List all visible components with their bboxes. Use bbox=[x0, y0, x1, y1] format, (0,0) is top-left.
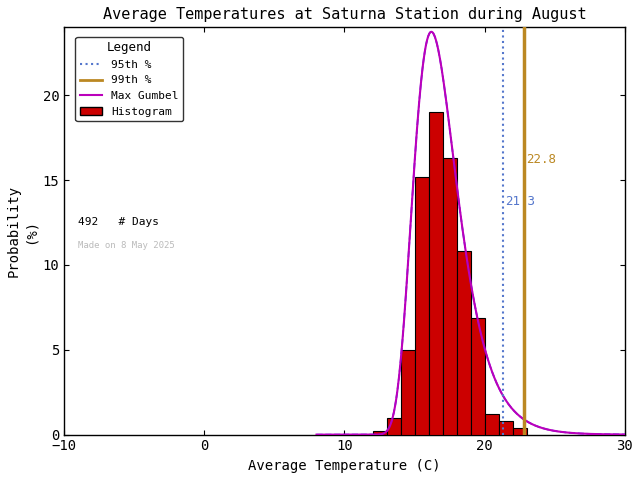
Text: 492   # Days: 492 # Days bbox=[78, 216, 159, 227]
Line: Max Gumbel: Max Gumbel bbox=[316, 32, 640, 434]
X-axis label: Average Temperature (C): Average Temperature (C) bbox=[248, 459, 441, 473]
Bar bbox=[372, 431, 387, 434]
Bar bbox=[415, 177, 429, 434]
Text: 21.3: 21.3 bbox=[505, 195, 535, 208]
Text: 22.8: 22.8 bbox=[526, 153, 556, 166]
Bar bbox=[401, 350, 415, 434]
Max Gumbel bbox=[428, 29, 435, 35]
Bar bbox=[470, 318, 484, 434]
Max Gumbel bbox=[511, 409, 519, 415]
Text: Made on 8 May 2025: Made on 8 May 2025 bbox=[78, 241, 175, 250]
Legend: 95th %, 99th %, Max Gumbel, Histogram: 95th %, 99th %, Max Gumbel, Histogram bbox=[76, 37, 183, 121]
Bar bbox=[387, 418, 401, 434]
Bar bbox=[456, 252, 470, 434]
Bar bbox=[499, 421, 513, 434]
Bar bbox=[429, 112, 443, 434]
Max Gumbel bbox=[538, 425, 545, 431]
Max Gumbel bbox=[312, 432, 320, 437]
Max Gumbel bbox=[465, 271, 473, 276]
Max Gumbel bbox=[372, 432, 380, 437]
Bar bbox=[443, 158, 456, 434]
Max Gumbel bbox=[566, 430, 574, 436]
Bar bbox=[484, 414, 499, 434]
Max Gumbel bbox=[399, 332, 407, 337]
Bar bbox=[513, 428, 527, 434]
Y-axis label: Probability
(%): Probability (%) bbox=[7, 185, 37, 277]
Title: Average Temperatures at Saturna Station during August: Average Temperatures at Saturna Station … bbox=[102, 7, 586, 22]
